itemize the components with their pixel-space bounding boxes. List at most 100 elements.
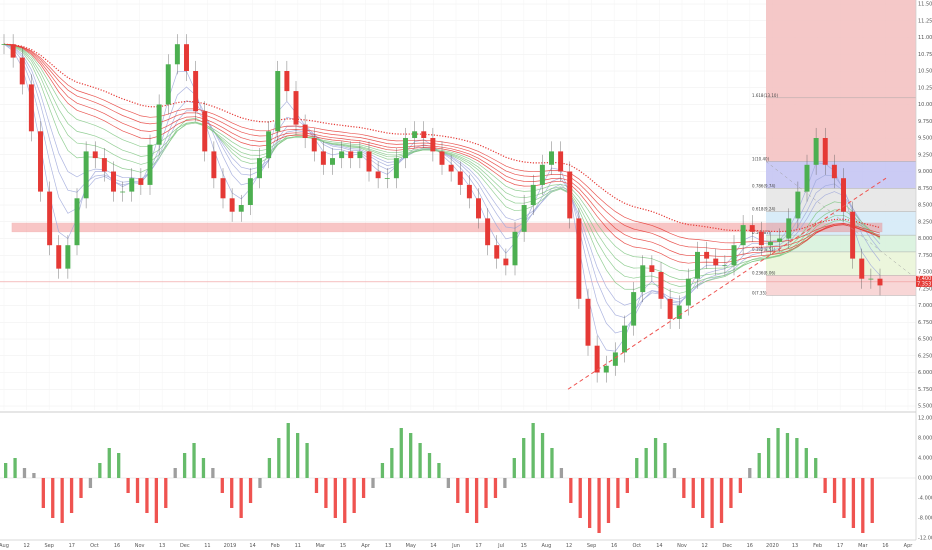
candle-body	[786, 218, 792, 239]
x-tick-label: 15	[340, 543, 346, 549]
candle-body	[83, 151, 89, 199]
candle-body	[138, 178, 144, 185]
candle-body	[101, 158, 107, 172]
osc-bar	[465, 478, 469, 513]
x-tick-label: 12	[23, 543, 29, 549]
osc-bar	[258, 478, 262, 488]
osc-bar	[60, 478, 64, 523]
candle-body	[421, 131, 427, 138]
candle-body	[366, 151, 372, 172]
osc-bar	[267, 458, 272, 478]
candle-body	[795, 191, 801, 219]
x-tick-label: Mar	[316, 543, 326, 549]
candle-body	[375, 171, 381, 179]
candle-body	[485, 218, 491, 246]
candle-body	[822, 138, 828, 165]
osc-bar	[107, 448, 111, 478]
y-tick-label: 6.750	[918, 320, 932, 326]
candle-body	[284, 71, 290, 92]
y-tick-label: 7.750	[918, 253, 932, 259]
candle-body	[302, 124, 308, 138]
osc-bar	[823, 478, 827, 493]
osc-bar	[861, 478, 865, 533]
candle-body	[631, 292, 637, 326]
candle-body	[457, 171, 463, 185]
osc-bar	[277, 438, 281, 478]
x-tick-label: 13	[792, 543, 798, 549]
osc-bar	[88, 478, 93, 488]
candle-body	[357, 151, 363, 159]
osc-bar	[776, 428, 780, 478]
osc-bar	[427, 453, 432, 478]
x-tick-label: 16	[882, 543, 888, 549]
osc-bar	[343, 478, 347, 523]
osc-bar	[201, 458, 206, 478]
x-tick-label: Dec	[722, 543, 732, 549]
osc-bar	[766, 438, 771, 478]
osc-bar	[4, 463, 8, 478]
candle-body	[695, 251, 700, 279]
osc-bar	[701, 478, 705, 518]
y-tick-label: 10.250	[918, 85, 932, 91]
osc-bar	[239, 478, 243, 518]
osc-bar	[531, 423, 535, 478]
y-tick-label: 6.250	[918, 353, 932, 359]
candle-body	[740, 225, 746, 246]
y-tick-label: 9.000	[918, 169, 932, 175]
x-tick-label: Apr	[904, 543, 914, 549]
candle-body	[266, 131, 272, 159]
candle-body	[576, 218, 582, 299]
x-tick-label: 17	[475, 543, 481, 549]
candle-body	[257, 158, 262, 179]
osc-bar	[41, 478, 45, 508]
osc-bar	[164, 478, 168, 508]
y-tick-label: 7.000	[918, 303, 932, 309]
x-tick-label: 12	[701, 543, 707, 549]
osc-bar	[380, 463, 385, 478]
candle-body	[494, 245, 500, 259]
x-tick-label: Oct	[90, 543, 99, 549]
y-tick-label: 8.750	[918, 186, 932, 192]
candle-body	[28, 84, 34, 132]
osc-bar	[286, 423, 290, 478]
x-tick-label: Nov	[677, 543, 687, 549]
osc-bar	[738, 478, 743, 493]
price-tag-text: 7.400	[917, 276, 931, 282]
osc-bar	[804, 448, 808, 478]
x-tick-label: 16	[611, 543, 617, 549]
candle-body	[10, 44, 16, 58]
osc-bar	[588, 478, 592, 528]
osc-bar	[569, 478, 573, 503]
osc-bar	[390, 448, 394, 478]
osc-bar	[333, 478, 337, 518]
candle-body	[202, 111, 208, 152]
candle-body	[713, 258, 719, 266]
fib-zone	[766, 97, 916, 162]
candle-body	[649, 265, 655, 272]
candle-body	[731, 245, 737, 266]
candle-body	[685, 278, 691, 306]
candle-body	[841, 178, 846, 212]
candle-body	[658, 272, 664, 299]
x-tick-label: Jun	[451, 543, 460, 549]
x-tick-label: 16	[747, 543, 753, 549]
osc-bar	[13, 458, 17, 478]
osc-bar	[220, 478, 224, 493]
osc-bar	[361, 478, 366, 498]
candle-body	[466, 184, 472, 199]
candle-body	[47, 191, 53, 246]
candle-body	[831, 164, 837, 179]
osc-bar	[145, 478, 149, 513]
candle-body	[129, 178, 135, 192]
y-tick-label: 11.500	[918, 2, 932, 8]
osc-bar	[182, 453, 187, 478]
osc-bar	[296, 433, 300, 478]
osc-bar	[69, 478, 74, 513]
osc-bar	[795, 438, 799, 478]
x-tick-label: 13	[385, 543, 391, 549]
candle-body	[612, 352, 618, 366]
osc-bar	[409, 433, 413, 478]
osc-bar	[870, 478, 874, 523]
x-tick-label: 14	[656, 543, 662, 549]
